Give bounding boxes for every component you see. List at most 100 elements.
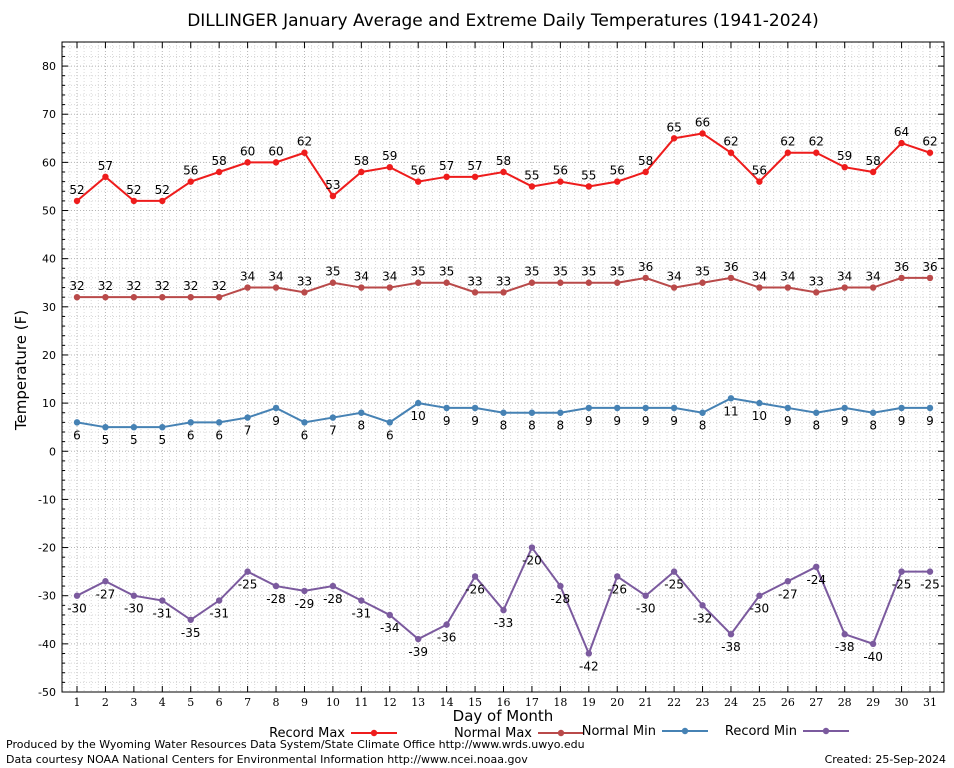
normal-min-data-label: 6: [73, 428, 81, 442]
normal-max-data-label: 34: [837, 270, 852, 284]
x-tick-label: 3: [130, 696, 137, 709]
record-max-point: [614, 178, 621, 185]
normal-max-point: [386, 284, 393, 291]
record-max-data-label: 53: [325, 178, 340, 192]
normal-min-data-label: 8: [358, 419, 366, 433]
record-min-data-label: -39: [408, 645, 428, 659]
record-min-point: [727, 631, 735, 638]
record-min-point: [841, 631, 848, 638]
record-min-point: [784, 578, 792, 585]
normal-max-point: [784, 284, 792, 291]
record-min-point: [670, 568, 678, 575]
record-max-data-label: 55: [581, 168, 596, 182]
normal-max-point: [471, 289, 479, 296]
normal-min-point: [443, 404, 450, 412]
x-axis-label: Day of Month: [453, 707, 554, 725]
normal-min-point: [841, 404, 848, 412]
record-min-point: [329, 582, 337, 590]
record-min-data-label: -31: [209, 607, 229, 621]
x-tick-label: 29: [866, 696, 880, 709]
record-max-point: [756, 178, 763, 185]
y-tick-label: -10: [38, 493, 56, 506]
x-tick-label: 23: [696, 696, 710, 709]
x-tick-label: 4: [159, 696, 166, 709]
normal-min-point: [784, 404, 792, 412]
normal-min-point: [642, 404, 649, 412]
x-tick-label: 18: [553, 696, 567, 709]
normal-max-data-label: 34: [780, 270, 795, 284]
normal-min-series: 6 5 5 5 6 6 7 9 6 7 8 6 10 9 9 8 8 8 9 9 9 9 8 11 10 9 8 9 8 9 9: [73, 395, 934, 447]
record-min-point: [699, 602, 706, 609]
normal-min-point: [272, 404, 280, 412]
y-tick-label: 10: [42, 397, 56, 410]
record-max-point: [187, 178, 194, 185]
normal-max-point: [159, 293, 166, 301]
y-tick-label: 60: [42, 156, 56, 169]
legend-marker-record-min: [822, 727, 830, 735]
normal-max-point: [102, 293, 109, 301]
record-max-data-label: 58: [638, 154, 653, 168]
record-max-data-label: 59: [837, 149, 852, 163]
normal-max-point: [670, 284, 678, 291]
normal-max-data-label: 35: [581, 265, 596, 279]
record-max-point: [670, 135, 678, 142]
normal-max-point: [727, 274, 735, 282]
normal-min-data-label: 9: [613, 414, 621, 428]
normal-max-data-label: 33: [467, 274, 482, 288]
x-tick-label: 24: [724, 696, 738, 709]
x-tick-label: 20: [610, 696, 624, 709]
record-max-point: [386, 163, 393, 171]
normal-max-point: [528, 279, 536, 286]
y-tick-label: -20: [38, 542, 56, 555]
normal-max-data-label: 33: [809, 274, 824, 288]
record-max-point: [102, 173, 109, 181]
normal-min-point: [386, 419, 393, 426]
normal-max-data-label: 32: [183, 279, 198, 293]
normal-min-data-label: 8: [528, 419, 536, 433]
normal-min-data-label: 5: [158, 433, 166, 447]
normal-max-point: [585, 279, 592, 286]
normal-min-data-label: 8: [699, 419, 707, 433]
record-max-series: 52 57 52 52 56 58 60 60 62 53 58 59 56 57 57 58 55 56 55 56…: [69, 115, 938, 205]
record-min-point: [898, 568, 905, 575]
record-max-data-label: 55: [524, 168, 539, 182]
record-max-data-label: 56: [411, 164, 426, 178]
x-tick-label: 30: [895, 696, 909, 709]
legend-marker-record-max: [370, 729, 378, 737]
y-tick-label: -30: [38, 590, 56, 603]
normal-max-data-label: 32: [98, 279, 113, 293]
record-max-data-label: 66: [695, 115, 710, 129]
record-min-point: [869, 640, 877, 648]
normal-max-data-label: 36: [723, 260, 738, 274]
legend-marker-normal-min: [681, 727, 689, 735]
x-tick-label: 31: [923, 696, 937, 709]
record-max-data-label: 56: [752, 164, 767, 178]
record-max-data-label: 60: [268, 144, 283, 158]
normal-min-data-label: 8: [812, 419, 820, 433]
normal-max-data-label: 35: [325, 265, 340, 279]
normal-min-data-label: 7: [329, 424, 337, 438]
record-min-data-label: -25: [892, 578, 912, 592]
record-min-point: [756, 592, 763, 599]
normal-max-data-label: 32: [212, 279, 227, 293]
record-min-data-label: -28: [551, 592, 571, 606]
record-max-point: [727, 149, 735, 156]
normal-max-data-label: 35: [553, 265, 568, 279]
normal-min-point: [557, 409, 564, 416]
record-min-data-label: -25: [920, 578, 940, 592]
y-tick-label: 50: [42, 205, 56, 218]
normal-min-data-label: 8: [500, 419, 508, 433]
normal-max-point: [614, 279, 621, 286]
normal-max-point: [358, 284, 365, 291]
record-min-point: [415, 635, 422, 643]
x-tick-label: 25: [752, 696, 766, 709]
normal-min-data-label: 9: [841, 414, 849, 428]
x-tick-label: 7: [244, 696, 251, 709]
normal-max-point: [415, 279, 422, 286]
normal-max-point: [130, 293, 138, 301]
normal-min-point: [898, 404, 905, 412]
normal-max-data-label: 33: [297, 274, 312, 288]
record-max-point: [244, 159, 251, 166]
